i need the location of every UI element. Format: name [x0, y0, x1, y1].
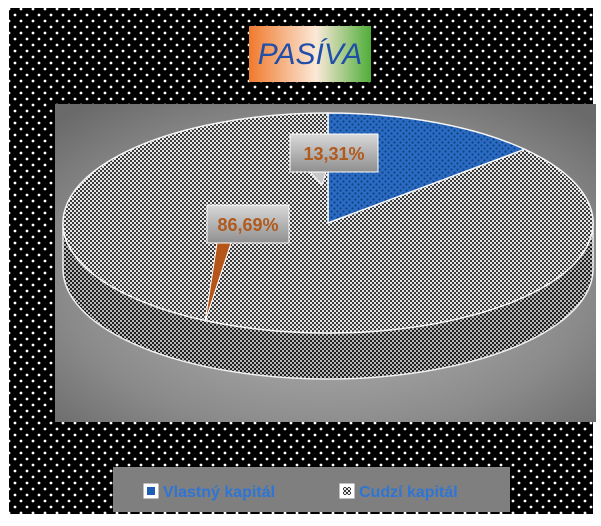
chart-title-box: PASÍVA — [249, 26, 371, 82]
data-label: 13,31% — [303, 144, 364, 164]
pie-slices — [62, 112, 594, 380]
data-label-callout: 13,31% — [289, 133, 379, 186]
legend-label: Vlastný kapitál — [163, 484, 275, 501]
data-label-callout: 86,69% — [204, 204, 290, 323]
data-label: 86,69% — [217, 215, 278, 235]
pie-slice-cudzi-kapital — [62, 112, 594, 334]
chart-title: PASÍVA — [258, 38, 363, 71]
legend-item: Vlastný kapitál — [143, 483, 275, 501]
legend-label: Cudzí kapitál — [359, 484, 458, 501]
legend: Vlastný kapitál Cudzí kapitál — [113, 467, 510, 512]
legend-item: Cudzí kapitál — [339, 483, 458, 501]
data-labels: 13,31% 86,69% — [204, 133, 379, 323]
